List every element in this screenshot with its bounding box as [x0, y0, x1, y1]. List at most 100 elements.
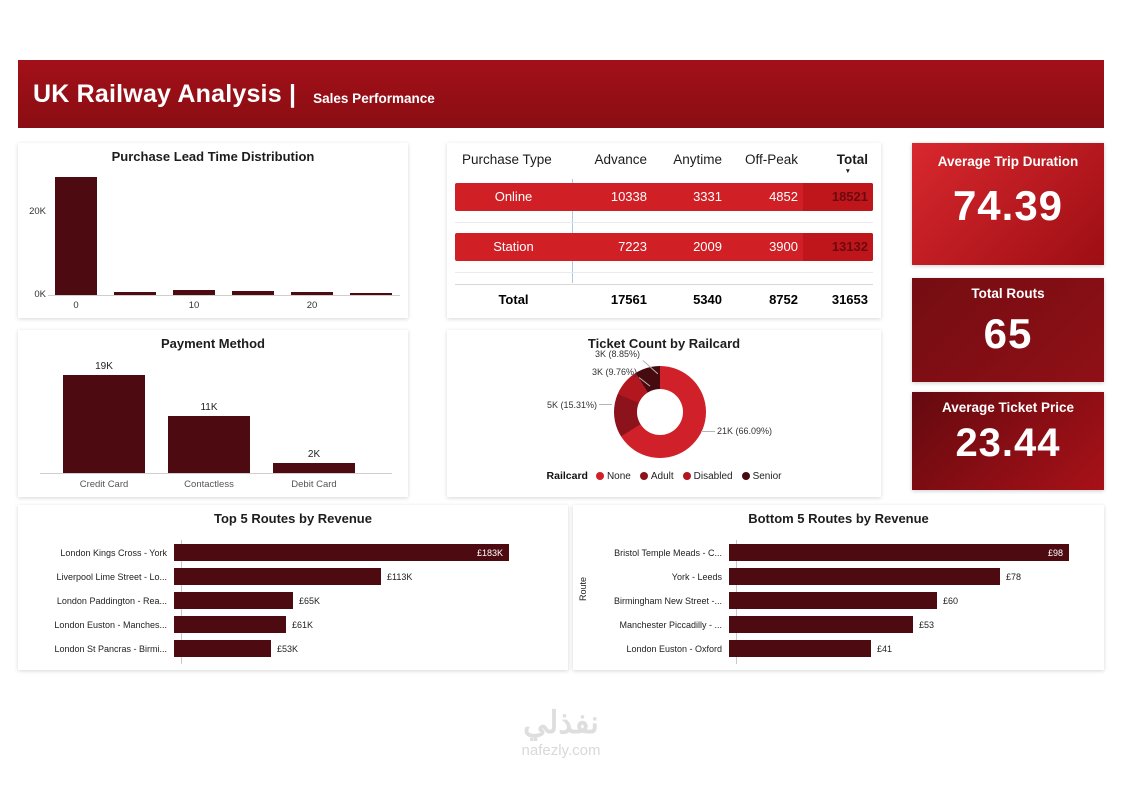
x-axis-tick-label: 20	[306, 300, 318, 311]
bar-track: £60	[729, 591, 1104, 611]
matrix-value-cell[interactable]: 3331	[693, 189, 722, 204]
matrix-row-online[interactable]: Online 10338 3331 4852 18521	[455, 183, 873, 211]
legend-item-disabled[interactable]: Disabled	[682, 470, 733, 482]
row-separator	[455, 272, 873, 273]
pie-data-label: 3K (9.76%)	[591, 367, 637, 377]
matrix-row-station[interactable]: Station 7223 2009 3900 13132	[455, 233, 873, 261]
legend-item-adult[interactable]: Adult	[639, 470, 674, 482]
legend-title: Railcard	[546, 470, 588, 482]
route-label: London Euston - Manches...	[54, 620, 167, 630]
revenue-bar[interactable]	[729, 640, 871, 657]
purchase-type-cell[interactable]: Online	[494, 189, 533, 204]
matrix-row-total-cell[interactable]: 13132	[803, 233, 873, 261]
legend-label: None	[606, 470, 631, 482]
pie-data-label: 21K (66.09%)	[717, 426, 773, 436]
matrix-column-header[interactable]: Off-Peak	[744, 152, 798, 167]
kpi-value: 23.44	[955, 421, 1061, 465]
y-axis-tick-label: 0K	[34, 289, 46, 300]
purchase-type-cell[interactable]: Station	[493, 239, 534, 254]
matrix-column-header[interactable]: Advance	[594, 152, 647, 167]
payment-method-chart-card[interactable]: Payment Method 19K Credit Card 11K Contactl…	[18, 330, 408, 497]
y-axis-tick-label: 20K	[29, 206, 46, 218]
dashboard-subtitle: Sales Performance	[313, 90, 435, 106]
legend-bullet-icon	[639, 472, 648, 480]
x-axis-category-label: Contactless	[184, 479, 234, 490]
revenue-bar[interactable]	[729, 616, 913, 633]
kpi-average-trip-duration[interactable]: Average Trip Duration 74.39	[912, 143, 1104, 265]
payment-bar[interactable]	[63, 375, 145, 473]
route-label: Liverpool Lime Street - Lo...	[56, 572, 167, 582]
x-axis-tick-label: 10	[188, 300, 200, 311]
revenue-bar[interactable]	[729, 592, 937, 609]
histogram-bar[interactable]	[350, 293, 392, 295]
purchase-type-matrix-card[interactable]: Purchase Type Advance Anytime Off-Peak Total…	[447, 143, 881, 318]
matrix-total-value: 17561	[610, 292, 647, 307]
kpi-label: Average Trip Duration	[937, 154, 1079, 169]
payment-bar[interactable]	[168, 416, 250, 473]
bar-track: £53K	[174, 639, 568, 659]
revenue-bar[interactable]	[174, 616, 286, 633]
bar-track: £65K	[174, 591, 568, 611]
watermark-logo: نفذلي	[523, 705, 599, 740]
legend-items: None Adult Disabled Senior	[595, 470, 781, 482]
matrix-value-cell[interactable]: 10338	[610, 189, 647, 204]
bottom-routes-chart-card[interactable]: Bottom 5 Routes by Revenue Route Bristol…	[573, 505, 1104, 670]
chart-title: Top 5 Routes by Revenue	[214, 511, 372, 526]
bar-value-label: £61K	[292, 620, 314, 630]
route-row: Bristol Temple Meads - C... £98	[589, 543, 1104, 563]
histogram-bar[interactable]	[291, 292, 333, 295]
top-routes-chart-card[interactable]: Top 5 Routes by Revenue London Kings Cro…	[18, 505, 568, 670]
bar-value-label: £60	[943, 596, 959, 606]
legend-item-none[interactable]: None	[595, 470, 631, 482]
x-axis-tick-label: 0	[73, 300, 79, 311]
matrix-total-value: 8752	[769, 292, 798, 307]
histogram-bar[interactable]	[232, 291, 274, 295]
route-label: London Kings Cross - York	[60, 548, 167, 558]
bar-value-label: £65K	[299, 596, 321, 606]
route-row: London Euston - Manches... £61K	[24, 615, 568, 635]
legend-label: Disabled	[693, 470, 733, 482]
kpi-value: 65	[983, 310, 1033, 357]
bar-track: £98	[729, 543, 1104, 563]
bar-value-label: 19K	[95, 361, 113, 372]
lead-time-histogram-card[interactable]: Purchase Lead Time Distribution 0K 20K 0 10…	[18, 143, 408, 318]
matrix-value-cell[interactable]: 2009	[693, 239, 722, 254]
bar-track: £41	[729, 639, 1104, 659]
route-row: London Euston - Oxford £41	[589, 639, 1104, 659]
revenue-bar[interactable]	[174, 640, 271, 657]
column-divider-line	[572, 179, 573, 283]
pie-data-label: 3K (8.85%)	[594, 349, 640, 359]
revenue-bar[interactable]	[729, 544, 1069, 561]
matrix-column-header[interactable]: Purchase Type	[462, 152, 552, 167]
bar-track: £183K	[174, 543, 568, 563]
route-label: Bristol Temple Meads - C...	[614, 548, 722, 558]
label-leader-line	[599, 404, 612, 405]
x-axis-category-label: Debit Card	[291, 479, 337, 490]
railcard-donut-card[interactable]: Ticket Count by Railcard 21K (66.09%) 5K …	[447, 330, 881, 497]
legend-label: Adult	[650, 470, 674, 482]
revenue-bar[interactable]	[729, 568, 1000, 585]
histogram-bar[interactable]	[114, 292, 156, 295]
chart-title: Ticket Count by Railcard	[587, 336, 741, 351]
matrix-column-header[interactable]: Anytime	[673, 152, 722, 167]
route-label: York - Leeds	[671, 572, 722, 582]
revenue-bar[interactable]	[174, 568, 381, 585]
sort-descending-icon[interactable]: ▼	[844, 168, 851, 175]
revenue-bar[interactable]	[174, 592, 293, 609]
legend-item-senior[interactable]: Senior	[741, 471, 781, 482]
kpi-average-ticket-price[interactable]: Average Ticket Price 23.44	[912, 392, 1104, 490]
histogram-bar[interactable]	[55, 177, 97, 295]
kpi-total-routs[interactable]: Total Routs 65	[912, 278, 1104, 382]
matrix-value-cell[interactable]: 7223	[618, 239, 647, 254]
histogram-bar[interactable]	[173, 290, 215, 295]
matrix-value-cell[interactable]: 3900	[769, 239, 798, 254]
dashboard-header: UK Railway Analysis | Sales Performance	[18, 60, 1104, 128]
revenue-bar[interactable]	[174, 544, 509, 561]
bar-track: £113K	[174, 567, 568, 587]
matrix-row-total-cell[interactable]: 18521	[803, 183, 873, 211]
matrix-value-cell[interactable]: 4852	[769, 189, 798, 204]
total-row-divider	[455, 284, 873, 285]
matrix-column-header[interactable]: Total ▼	[836, 152, 868, 175]
payment-bar[interactable]	[273, 463, 355, 473]
